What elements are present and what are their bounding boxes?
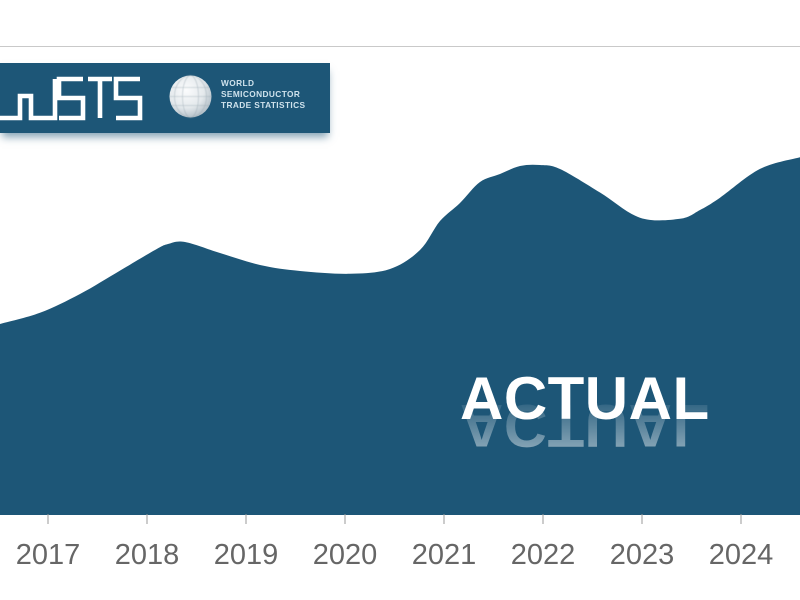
svg-text:ACTUAL: ACTUAL bbox=[460, 392, 710, 459]
